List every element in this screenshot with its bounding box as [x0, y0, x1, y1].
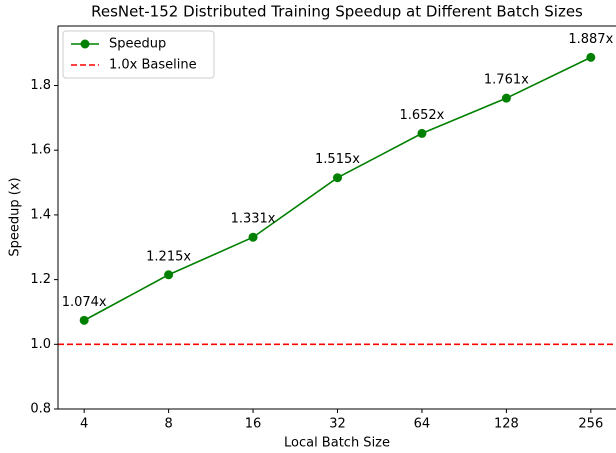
x-tick-label: 256: [578, 417, 603, 432]
data-label: 1.331x: [231, 212, 276, 227]
legend-marker: [80, 39, 90, 49]
x-tick-label: 128: [494, 417, 519, 432]
y-tick-label: 1.0: [30, 337, 51, 352]
data-label: 1.652x: [399, 108, 444, 123]
x-tick-label: 4: [80, 417, 88, 432]
y-tick-label: 1.6: [30, 143, 51, 158]
marker: [417, 128, 427, 138]
y-axis-label: Speedup (x): [8, 177, 23, 256]
y-tick-label: 0.8: [30, 402, 51, 417]
x-axis-label: Local Batch Size: [284, 436, 390, 451]
axes-frame: [57, 25, 616, 410]
chart-title: ResNet-152 Distributed Training Speedup …: [91, 3, 583, 21]
x-tick-label: 8: [164, 417, 172, 432]
marker: [333, 173, 342, 183]
legend-label: 1.0x Baseline: [109, 58, 197, 73]
y-tick-label: 1.4: [30, 207, 51, 222]
y-tick-label: 1.2: [30, 272, 51, 287]
x-tick-label: 64: [414, 417, 431, 432]
marker: [501, 93, 511, 103]
marker: [79, 315, 89, 325]
data-label: 1.761x: [484, 73, 529, 88]
marker: [248, 232, 258, 242]
data-label: 1.074x: [62, 295, 107, 310]
marker: [586, 52, 596, 62]
line: [83, 56, 592, 322]
legend-label: Speedup: [109, 37, 166, 52]
legend-box: [62, 30, 215, 79]
y-tick-label: 1.8: [30, 78, 51, 93]
x-tick-label: 32: [329, 417, 346, 432]
data-label: 1.887x: [568, 32, 613, 47]
data-label: 1.515x: [315, 152, 360, 167]
marker: [164, 270, 174, 280]
data-label: 1.215x: [146, 249, 191, 264]
x-tick-label: 16: [245, 417, 262, 432]
